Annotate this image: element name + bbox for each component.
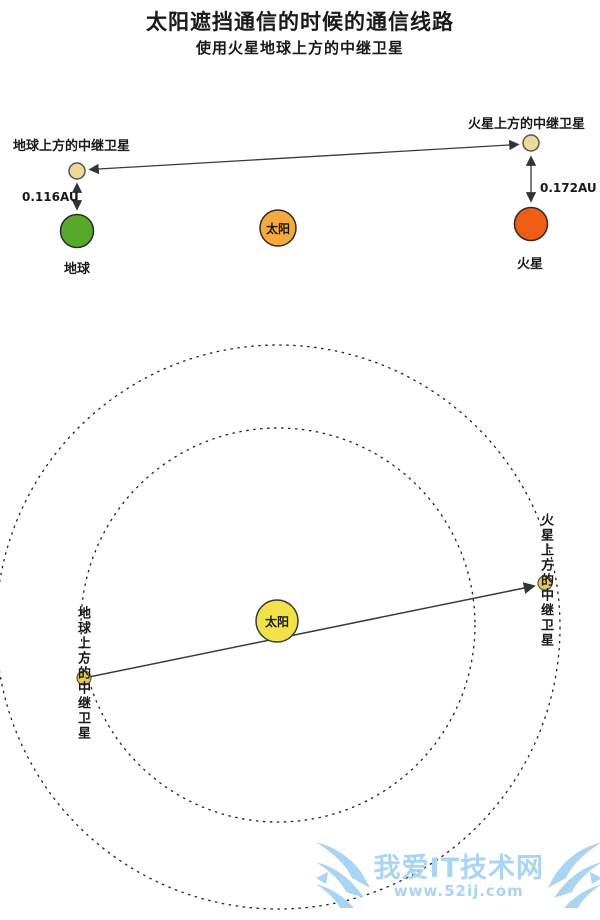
- sun-top-circle: [259, 209, 297, 247]
- earth-relay-distance: 0.116AU: [22, 190, 79, 204]
- mars-relay-distance: 0.172AU: [540, 181, 597, 195]
- watermark-right-wing-icon: [548, 842, 600, 908]
- sun-bottom-label: 太阳: [264, 615, 289, 629]
- earth-circle: [59, 213, 95, 249]
- mars-relay-vertical-label: 火星上方的中继卫星: [538, 513, 553, 648]
- mars-circle: [513, 206, 549, 242]
- earth-orbit-circle: [80, 427, 476, 823]
- watermark-text-block: 我爱IT技术网 www.52ij.com: [374, 855, 544, 899]
- mars-relay-label: 火星上方的中继卫星: [468, 117, 586, 132]
- earth-label: 地球: [63, 262, 90, 277]
- earth-relay-label: 地球上方的中继卫星: [13, 139, 131, 154]
- watermark-site-name: 我爱IT技术网: [373, 853, 544, 884]
- earth-relay-satellite-circle: [68, 162, 86, 180]
- sun-bottom-circle: [255, 599, 299, 643]
- mars-label: 火星: [516, 257, 543, 272]
- watermark: 我爱IT技术网 www.52ij.com: [314, 838, 600, 916]
- earth-relay-dot: [76, 670, 92, 686]
- watermark-left-wing-icon: [315, 842, 370, 908]
- relay-link-arrow: [88, 139, 520, 175]
- watermark-site-url: www.52ij.com: [393, 882, 524, 900]
- comm-line-arrow: [83, 582, 536, 679]
- page-subtitle: 使用火星地球上方的中继卫星: [195, 39, 404, 57]
- sun-top-label: 太阳: [265, 222, 290, 236]
- mars-orbit-circle: [0, 344, 561, 910]
- mars-relay-satellite-circle: [522, 134, 540, 152]
- mars-relay-dot: [537, 575, 553, 591]
- earth-relay-vertical-label: 地球上方的中继卫星: [75, 606, 90, 741]
- page-title: 太阳遮挡通信的时候的通信线路: [146, 10, 454, 34]
